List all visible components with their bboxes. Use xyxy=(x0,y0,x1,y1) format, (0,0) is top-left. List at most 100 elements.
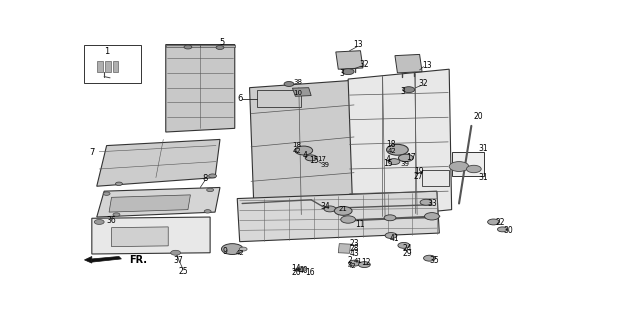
Polygon shape xyxy=(97,140,220,186)
Text: 37: 37 xyxy=(173,256,183,265)
Circle shape xyxy=(341,216,356,223)
Text: 11: 11 xyxy=(356,220,365,229)
Text: 29: 29 xyxy=(403,249,412,258)
Circle shape xyxy=(387,144,408,155)
Polygon shape xyxy=(111,227,168,247)
Polygon shape xyxy=(105,60,111,72)
Text: 13: 13 xyxy=(353,40,363,49)
Circle shape xyxy=(295,146,313,155)
Text: 43: 43 xyxy=(349,249,359,258)
Polygon shape xyxy=(166,44,200,47)
Text: 7: 7 xyxy=(89,148,95,157)
Circle shape xyxy=(94,220,104,224)
Text: 36: 36 xyxy=(107,216,116,225)
Circle shape xyxy=(284,82,294,86)
Text: 31: 31 xyxy=(479,173,488,182)
Circle shape xyxy=(349,260,361,266)
Polygon shape xyxy=(85,256,92,263)
Circle shape xyxy=(204,210,211,213)
Bar xyxy=(422,170,449,186)
Text: 3: 3 xyxy=(401,87,405,96)
Text: 42: 42 xyxy=(387,148,396,154)
Text: 12: 12 xyxy=(362,258,371,267)
Circle shape xyxy=(384,215,396,221)
Circle shape xyxy=(398,243,410,248)
Circle shape xyxy=(184,45,192,49)
Circle shape xyxy=(103,192,110,195)
Circle shape xyxy=(113,213,120,216)
Circle shape xyxy=(116,182,122,186)
Text: 18: 18 xyxy=(386,140,396,149)
Circle shape xyxy=(424,255,436,261)
Text: 21: 21 xyxy=(339,206,348,212)
Polygon shape xyxy=(97,188,220,217)
Circle shape xyxy=(466,165,481,173)
Circle shape xyxy=(239,247,247,251)
Circle shape xyxy=(403,87,415,92)
Polygon shape xyxy=(166,44,235,132)
Circle shape xyxy=(398,154,413,162)
Circle shape xyxy=(170,250,181,255)
Text: 40: 40 xyxy=(299,266,308,275)
Polygon shape xyxy=(338,244,350,253)
Circle shape xyxy=(207,188,214,192)
Text: 16: 16 xyxy=(305,268,315,277)
Text: 10: 10 xyxy=(293,90,302,96)
Circle shape xyxy=(335,206,352,215)
Text: 42: 42 xyxy=(235,250,244,256)
Circle shape xyxy=(324,206,336,212)
Polygon shape xyxy=(249,80,356,224)
Text: 34: 34 xyxy=(320,202,330,211)
Text: 25: 25 xyxy=(178,268,188,276)
Bar xyxy=(257,90,301,108)
Polygon shape xyxy=(293,88,311,96)
Polygon shape xyxy=(113,60,118,72)
Text: 5: 5 xyxy=(220,37,225,47)
Text: 17: 17 xyxy=(317,156,326,162)
Text: 38: 38 xyxy=(294,78,303,84)
Text: 9: 9 xyxy=(223,247,227,256)
Text: 30: 30 xyxy=(504,226,513,235)
Circle shape xyxy=(359,262,370,268)
Text: 42: 42 xyxy=(347,263,356,269)
Polygon shape xyxy=(92,256,121,262)
Circle shape xyxy=(221,244,243,254)
Polygon shape xyxy=(200,44,235,47)
Text: 13: 13 xyxy=(422,61,432,70)
Text: 15: 15 xyxy=(384,159,393,168)
Text: 32: 32 xyxy=(359,60,370,69)
Text: 23: 23 xyxy=(349,239,359,248)
Text: 14: 14 xyxy=(291,264,301,273)
Text: 19: 19 xyxy=(414,167,424,176)
Circle shape xyxy=(488,219,499,225)
Text: 31: 31 xyxy=(479,144,488,153)
Text: 3: 3 xyxy=(340,69,345,78)
Text: FR.: FR. xyxy=(128,255,147,265)
Text: 4: 4 xyxy=(303,151,308,160)
Circle shape xyxy=(296,267,307,272)
Text: 39: 39 xyxy=(320,162,329,168)
Text: 20: 20 xyxy=(474,111,483,121)
Circle shape xyxy=(216,45,224,50)
Polygon shape xyxy=(348,69,452,220)
Text: 6: 6 xyxy=(237,94,242,103)
Text: 15: 15 xyxy=(309,156,319,165)
Polygon shape xyxy=(109,195,190,212)
Text: 22: 22 xyxy=(495,218,505,227)
Circle shape xyxy=(209,174,216,178)
Circle shape xyxy=(497,227,508,232)
Circle shape xyxy=(420,199,432,205)
Circle shape xyxy=(385,233,397,238)
Bar xyxy=(85,44,141,83)
Circle shape xyxy=(425,212,439,220)
Text: 42: 42 xyxy=(293,148,301,154)
Text: 18: 18 xyxy=(292,142,301,148)
Polygon shape xyxy=(395,54,422,73)
Text: 41: 41 xyxy=(389,234,399,243)
Text: 32: 32 xyxy=(418,79,429,89)
Text: 4: 4 xyxy=(385,155,391,164)
Circle shape xyxy=(305,155,317,161)
Text: 35: 35 xyxy=(429,256,439,265)
Text: 2: 2 xyxy=(347,256,352,265)
Circle shape xyxy=(342,69,354,75)
